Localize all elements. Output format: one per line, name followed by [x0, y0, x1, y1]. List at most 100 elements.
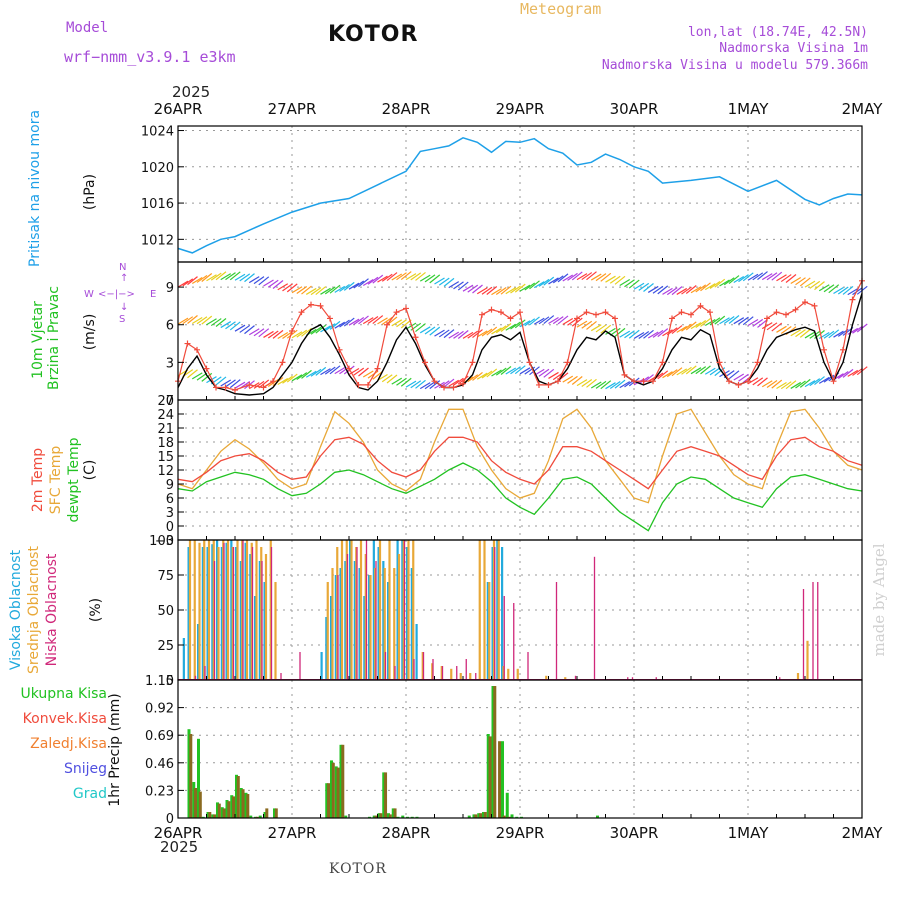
y-tick-label: 1012 [141, 233, 174, 248]
wind-barb [804, 331, 816, 339]
y-tick-label: 3 [166, 356, 174, 371]
wind-barb [434, 277, 445, 285]
wind-gust-marker [716, 359, 723, 366]
wind-gust-marker [640, 378, 647, 385]
cloud-bar [422, 652, 425, 680]
precip-bar [483, 812, 487, 818]
wind-barb [576, 379, 588, 387]
precip-bar [265, 808, 269, 818]
wind-barb [258, 328, 270, 338]
wind-gust-marker [849, 296, 856, 303]
wind-barb [462, 284, 474, 292]
legend-freezing-rain: Zaledj.Kisa [30, 736, 107, 752]
wind-barb [429, 274, 441, 284]
wind-barb [291, 286, 303, 294]
wind-barb [225, 321, 236, 330]
cloud-bar [488, 582, 491, 680]
cloud-bar [220, 547, 223, 680]
wind-barb [685, 365, 697, 375]
x-tick-label-bottom: 26APR [154, 824, 203, 842]
wind-gust-marker [783, 311, 789, 318]
wind-barb [263, 330, 274, 338]
precip-bar [220, 807, 224, 818]
wind-barb [700, 317, 711, 327]
wind-gust-marker [374, 365, 381, 372]
cloud-bar [501, 547, 504, 680]
wind-barb [552, 275, 564, 284]
cloud-bar [261, 561, 263, 680]
wind-barb [448, 379, 460, 387]
wind-barb [643, 283, 654, 292]
wind-barb [438, 277, 450, 286]
cloud-bar [407, 540, 410, 680]
wind-barb [457, 330, 469, 339]
wind-barb [253, 380, 265, 389]
legend-hail: Grad [72, 786, 107, 802]
wind-barb [400, 271, 412, 281]
wind-barb [476, 372, 488, 380]
wind-barb [391, 273, 403, 281]
cloud-bar [502, 666, 505, 680]
cloud-bar [223, 542, 225, 680]
wind-barb [486, 286, 498, 295]
wind-barb [638, 331, 650, 340]
cloud-bar [299, 652, 301, 680]
wind-barb [728, 275, 740, 285]
precip-bar [227, 801, 231, 818]
cloud-bar [397, 554, 401, 680]
wind-barb [543, 315, 555, 325]
cloud-bar [496, 540, 499, 680]
cloud-bar [249, 554, 252, 680]
wind-gust-marker [583, 309, 590, 316]
wind-barb [676, 287, 688, 295]
panel-frame [177, 125, 863, 263]
precip-bar [244, 792, 248, 818]
wind-barb [780, 274, 792, 283]
wind-barb [624, 279, 635, 288]
wind-barb [790, 329, 802, 337]
wind-barb [248, 328, 260, 336]
wind-barb [286, 373, 298, 383]
wind-barb [182, 278, 194, 287]
wind-barb [633, 331, 645, 339]
precip-bar [486, 734, 490, 818]
cloud-bar [222, 540, 225, 680]
wind-barb [538, 316, 550, 325]
precip-bar [502, 815, 506, 818]
wind-barb [315, 366, 327, 376]
wind-barb [728, 315, 740, 324]
wind-barb [809, 280, 821, 289]
cloud-bar [806, 640, 809, 680]
y-tick-label: 1.15 [145, 674, 174, 689]
precip-bar [198, 791, 202, 818]
x-tick-label-top: 26APR [154, 100, 203, 118]
cloud-bar [655, 677, 657, 680]
y-tick-label: 0.69 [145, 729, 174, 744]
wind-barb [339, 319, 350, 328]
cloud-bar [456, 666, 458, 680]
wind-gust-marker [707, 309, 713, 316]
wind-gust-marker [678, 309, 685, 316]
wind-barb [206, 318, 217, 326]
precip-bar [493, 686, 497, 818]
wind-barb [500, 366, 512, 375]
precip-bar [325, 783, 329, 818]
wind-barb [538, 368, 550, 377]
cloud-bar [254, 596, 257, 680]
precip-bar [230, 795, 234, 818]
wind-barb [548, 277, 559, 285]
wind-barb [719, 279, 730, 287]
wind-barb [538, 278, 550, 287]
wind-barb [709, 367, 721, 376]
x-tick-label-top: 30APR [610, 100, 659, 118]
wind-gust-marker [792, 306, 799, 313]
x-tick-label-bottom: 29APR [496, 824, 545, 842]
wind-barb [196, 372, 208, 381]
cloud-bar [274, 582, 277, 680]
precip-bar [273, 808, 276, 818]
wind-barb [220, 321, 232, 329]
cloud-bar [396, 540, 399, 680]
wind-gust-marker [745, 378, 751, 385]
wind-barb [790, 381, 802, 389]
wind-barb [476, 287, 488, 295]
